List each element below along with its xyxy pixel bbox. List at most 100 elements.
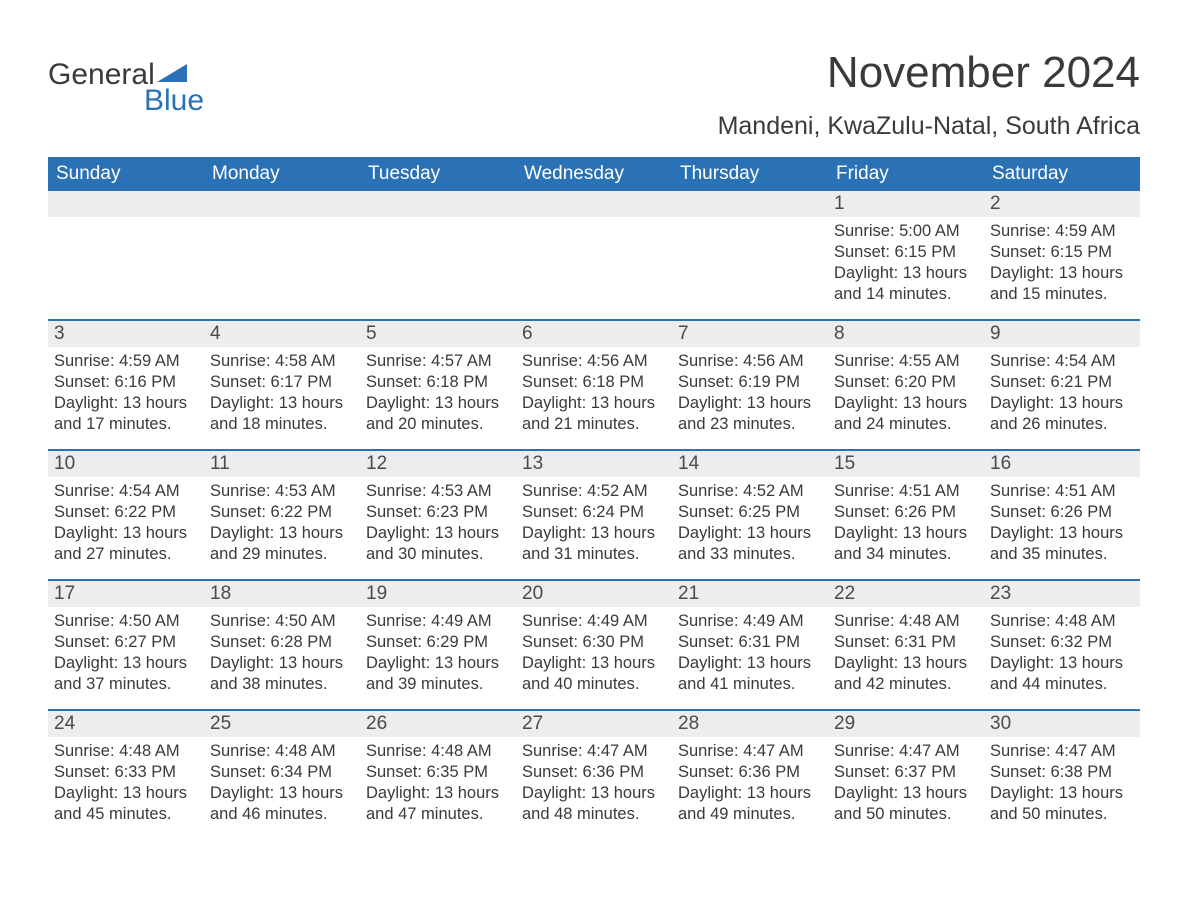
logo-word-2: Blue	[144, 84, 204, 118]
weekday-header: Friday	[828, 157, 984, 191]
calendar-day: 29Sunrise: 4:47 AMSunset: 6:37 PMDayligh…	[828, 711, 984, 839]
day-sunrise: Sunrise: 4:47 AM	[990, 741, 1134, 762]
day-number: 29	[828, 711, 984, 737]
day-sunset: Sunset: 6:22 PM	[210, 502, 354, 523]
day-sunrise: Sunrise: 4:48 AM	[834, 611, 978, 632]
calendar-week: 1Sunrise: 5:00 AMSunset: 6:15 PMDaylight…	[48, 191, 1140, 319]
day-daylight1: Daylight: 13 hours	[54, 393, 198, 414]
calendar-day: 16Sunrise: 4:51 AMSunset: 6:26 PMDayligh…	[984, 451, 1140, 579]
day-sunrise: Sunrise: 4:47 AM	[678, 741, 822, 762]
day-daylight1: Daylight: 13 hours	[522, 393, 666, 414]
day-sunset: Sunset: 6:36 PM	[678, 762, 822, 783]
day-content: Sunrise: 4:51 AMSunset: 6:26 PMDaylight:…	[984, 477, 1140, 575]
day-number: 4	[204, 321, 360, 347]
day-content: Sunrise: 4:50 AMSunset: 6:28 PMDaylight:…	[204, 607, 360, 705]
weekday-header-row: SundayMondayTuesdayWednesdayThursdayFrid…	[48, 157, 1140, 191]
day-daylight2: and 45 minutes.	[54, 804, 198, 825]
day-number: 20	[516, 581, 672, 607]
day-daylight1: Daylight: 13 hours	[210, 523, 354, 544]
day-content: Sunrise: 4:54 AMSunset: 6:21 PMDaylight:…	[984, 347, 1140, 445]
day-number	[672, 191, 828, 217]
calendar-day-empty	[204, 191, 360, 319]
day-content: Sunrise: 4:47 AMSunset: 6:37 PMDaylight:…	[828, 737, 984, 835]
day-sunset: Sunset: 6:15 PM	[990, 242, 1134, 263]
day-sunset: Sunset: 6:26 PM	[834, 502, 978, 523]
day-sunrise: Sunrise: 4:51 AM	[834, 481, 978, 502]
calendar-day: 26Sunrise: 4:48 AMSunset: 6:35 PMDayligh…	[360, 711, 516, 839]
calendar-day: 30Sunrise: 4:47 AMSunset: 6:38 PMDayligh…	[984, 711, 1140, 839]
calendar-day: 28Sunrise: 4:47 AMSunset: 6:36 PMDayligh…	[672, 711, 828, 839]
day-sunset: Sunset: 6:18 PM	[366, 372, 510, 393]
month-title: November 2024	[718, 48, 1140, 98]
day-number: 22	[828, 581, 984, 607]
day-daylight2: and 30 minutes.	[366, 544, 510, 565]
day-daylight1: Daylight: 13 hours	[522, 523, 666, 544]
day-daylight1: Daylight: 13 hours	[210, 783, 354, 804]
calendar-week: 24Sunrise: 4:48 AMSunset: 6:33 PMDayligh…	[48, 709, 1140, 839]
day-sunset: Sunset: 6:19 PM	[678, 372, 822, 393]
day-daylight2: and 27 minutes.	[54, 544, 198, 565]
day-sunset: Sunset: 6:32 PM	[990, 632, 1134, 653]
calendar-day: 4Sunrise: 4:58 AMSunset: 6:17 PMDaylight…	[204, 321, 360, 449]
day-daylight2: and 20 minutes.	[366, 414, 510, 435]
logo-word-1: General	[48, 58, 155, 92]
weekday-header: Sunday	[48, 157, 204, 191]
day-content: Sunrise: 4:56 AMSunset: 6:19 PMDaylight:…	[672, 347, 828, 445]
day-daylight1: Daylight: 13 hours	[834, 523, 978, 544]
day-sunset: Sunset: 6:29 PM	[366, 632, 510, 653]
day-number: 23	[984, 581, 1140, 607]
day-sunrise: Sunrise: 4:47 AM	[834, 741, 978, 762]
day-number	[48, 191, 204, 217]
day-sunrise: Sunrise: 4:50 AM	[210, 611, 354, 632]
day-content: Sunrise: 4:50 AMSunset: 6:27 PMDaylight:…	[48, 607, 204, 705]
day-content: Sunrise: 4:56 AMSunset: 6:18 PMDaylight:…	[516, 347, 672, 445]
day-daylight2: and 33 minutes.	[678, 544, 822, 565]
day-sunrise: Sunrise: 4:49 AM	[678, 611, 822, 632]
day-number: 11	[204, 451, 360, 477]
calendar-day: 14Sunrise: 4:52 AMSunset: 6:25 PMDayligh…	[672, 451, 828, 579]
day-daylight2: and 14 minutes.	[834, 284, 978, 305]
calendar-day: 7Sunrise: 4:56 AMSunset: 6:19 PMDaylight…	[672, 321, 828, 449]
day-sunset: Sunset: 6:25 PM	[678, 502, 822, 523]
day-daylight2: and 34 minutes.	[834, 544, 978, 565]
day-daylight1: Daylight: 13 hours	[990, 783, 1134, 804]
calendar-day: 2Sunrise: 4:59 AMSunset: 6:15 PMDaylight…	[984, 191, 1140, 319]
day-daylight1: Daylight: 13 hours	[834, 263, 978, 284]
calendar-day: 19Sunrise: 4:49 AMSunset: 6:29 PMDayligh…	[360, 581, 516, 709]
weekday-header: Thursday	[672, 157, 828, 191]
day-daylight1: Daylight: 13 hours	[366, 653, 510, 674]
day-sunrise: Sunrise: 4:56 AM	[522, 351, 666, 372]
calendar-day: 18Sunrise: 4:50 AMSunset: 6:28 PMDayligh…	[204, 581, 360, 709]
day-number: 16	[984, 451, 1140, 477]
calendar-day: 12Sunrise: 4:53 AMSunset: 6:23 PMDayligh…	[360, 451, 516, 579]
day-number: 9	[984, 321, 1140, 347]
day-number: 12	[360, 451, 516, 477]
day-daylight1: Daylight: 13 hours	[522, 783, 666, 804]
day-daylight2: and 41 minutes.	[678, 674, 822, 695]
day-daylight2: and 40 minutes.	[522, 674, 666, 695]
weekday-header: Saturday	[984, 157, 1140, 191]
title-block: November 2024 Mandeni, KwaZulu-Natal, So…	[718, 28, 1140, 151]
day-sunrise: Sunrise: 4:53 AM	[210, 481, 354, 502]
day-content: Sunrise: 4:48 AMSunset: 6:35 PMDaylight:…	[360, 737, 516, 835]
calendar-week: 17Sunrise: 4:50 AMSunset: 6:27 PMDayligh…	[48, 579, 1140, 709]
day-content: Sunrise: 4:58 AMSunset: 6:17 PMDaylight:…	[204, 347, 360, 445]
day-sunrise: Sunrise: 4:50 AM	[54, 611, 198, 632]
day-number: 7	[672, 321, 828, 347]
weekday-header: Tuesday	[360, 157, 516, 191]
day-number: 10	[48, 451, 204, 477]
day-daylight2: and 29 minutes.	[210, 544, 354, 565]
day-number: 26	[360, 711, 516, 737]
calendar-day: 5Sunrise: 4:57 AMSunset: 6:18 PMDaylight…	[360, 321, 516, 449]
day-number: 8	[828, 321, 984, 347]
day-number: 24	[48, 711, 204, 737]
day-number: 14	[672, 451, 828, 477]
day-daylight1: Daylight: 13 hours	[834, 653, 978, 674]
day-daylight1: Daylight: 13 hours	[366, 783, 510, 804]
day-sunrise: Sunrise: 4:59 AM	[990, 221, 1134, 242]
day-content: Sunrise: 4:59 AMSunset: 6:16 PMDaylight:…	[48, 347, 204, 445]
day-sunrise: Sunrise: 4:49 AM	[366, 611, 510, 632]
calendar-day-empty	[48, 191, 204, 319]
calendar-day: 9Sunrise: 4:54 AMSunset: 6:21 PMDaylight…	[984, 321, 1140, 449]
day-content: Sunrise: 4:57 AMSunset: 6:18 PMDaylight:…	[360, 347, 516, 445]
